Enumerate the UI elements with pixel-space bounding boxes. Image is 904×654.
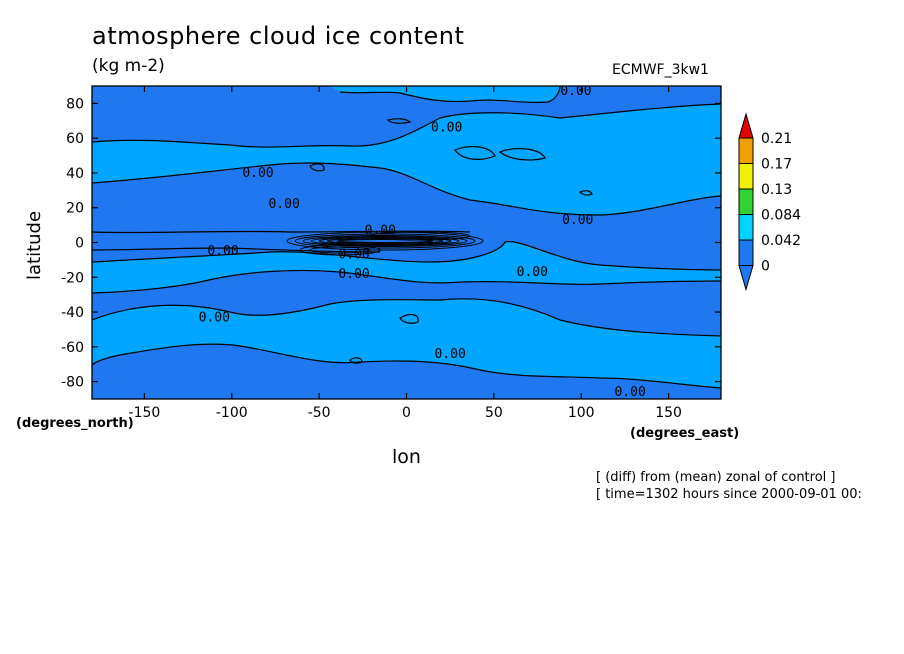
- colorbar-segment: [738, 137, 754, 164]
- y-axis: -80 -60 -40 -20 0 20 40 60 80: [61, 96, 721, 391]
- contour-label: 0.00: [207, 244, 238, 259]
- contour-label: 0.00: [242, 166, 273, 181]
- colorbar-label: 0.084: [761, 208, 801, 224]
- x-tick-label: -150: [129, 405, 161, 421]
- colorbar-over-arrow: [738, 112, 754, 139]
- chart-title: atmosphere cloud ice content: [92, 22, 465, 50]
- contour-label: 0.00: [338, 248, 369, 263]
- x-axis-units: (degrees_east): [630, 426, 740, 441]
- contour-label: 0.00: [562, 213, 593, 228]
- colorbar-under-arrow: [738, 265, 754, 292]
- y-tick-label: 40: [66, 166, 84, 182]
- x-tick-label: 150: [655, 405, 682, 421]
- contour-label: 0.00: [517, 265, 548, 280]
- chart-units: (kg m-2): [92, 56, 165, 76]
- y-tick-label: -20: [61, 270, 84, 286]
- y-tick-label: 20: [66, 201, 84, 217]
- colorbar-segment: [738, 163, 754, 190]
- y-tick-label: 60: [66, 131, 84, 147]
- y-tick-label: -80: [61, 375, 84, 391]
- y-tick-label: -60: [61, 340, 84, 356]
- contour-label: 0.00: [431, 121, 462, 136]
- annotation-diff: [ (diff) from (mean) zonal of control ]: [596, 470, 836, 485]
- x-tick-label: 0: [402, 405, 411, 421]
- contour-label: 0.00: [614, 385, 645, 400]
- x-axis-label: lon: [392, 446, 421, 468]
- colorbar-label: 0.21: [761, 131, 792, 147]
- contour-label: 0.00: [269, 197, 300, 212]
- colorbar-label: 0.042: [761, 233, 801, 249]
- y-axis-units: (degrees_north): [16, 416, 134, 431]
- colorbar: 0.21 0.17 0.13 0.084 0.042 0: [738, 112, 801, 292]
- x-tick-label: -50: [308, 405, 331, 421]
- x-tick-label: 50: [485, 405, 503, 421]
- y-tick-label: 80: [66, 96, 84, 112]
- contour-lines: [92, 86, 721, 389]
- contour-field: 0.00 0.00 0.00 0.00 0.00 0.00 0.00 0.00 0.00 0.00…: [92, 84, 721, 400]
- model-label: ECMWF_3kw1: [612, 62, 709, 78]
- colorbar-segment: [738, 239, 754, 266]
- field-region-north: [92, 104, 721, 215]
- x-tick-label: -100: [216, 405, 248, 421]
- colorbar-label: 0: [761, 259, 770, 275]
- y-tick-label: 0: [75, 236, 84, 252]
- contour-label: 0.00: [560, 84, 591, 99]
- field-region-arctic: [330, 86, 560, 103]
- colorbar-label: 0.17: [761, 157, 792, 173]
- annotation-time: [ time=1302 hours since 2000-09-01 00:: [596, 487, 862, 502]
- colorbar-segment: [738, 188, 754, 215]
- colorbar-label: 0.13: [761, 182, 792, 198]
- contour-label: 0.00: [365, 223, 396, 238]
- y-tick-label: -40: [61, 305, 84, 321]
- x-tick-label: 100: [568, 405, 595, 421]
- equatorial-contour-cluster: [286, 231, 484, 256]
- x-axis: -150 -100 -50 0 50 100 150: [129, 86, 682, 421]
- contour-label: 0.00: [199, 310, 230, 325]
- colorbar-segment: [738, 214, 754, 241]
- contour-label: 0.00: [338, 267, 369, 282]
- contour-labels: 0.00 0.00 0.00 0.00 0.00 0.00 0.00 0.00 0.00 0.00…: [199, 84, 646, 400]
- field-region-tropics: [92, 241, 721, 293]
- contour-label: 0.00: [435, 347, 466, 362]
